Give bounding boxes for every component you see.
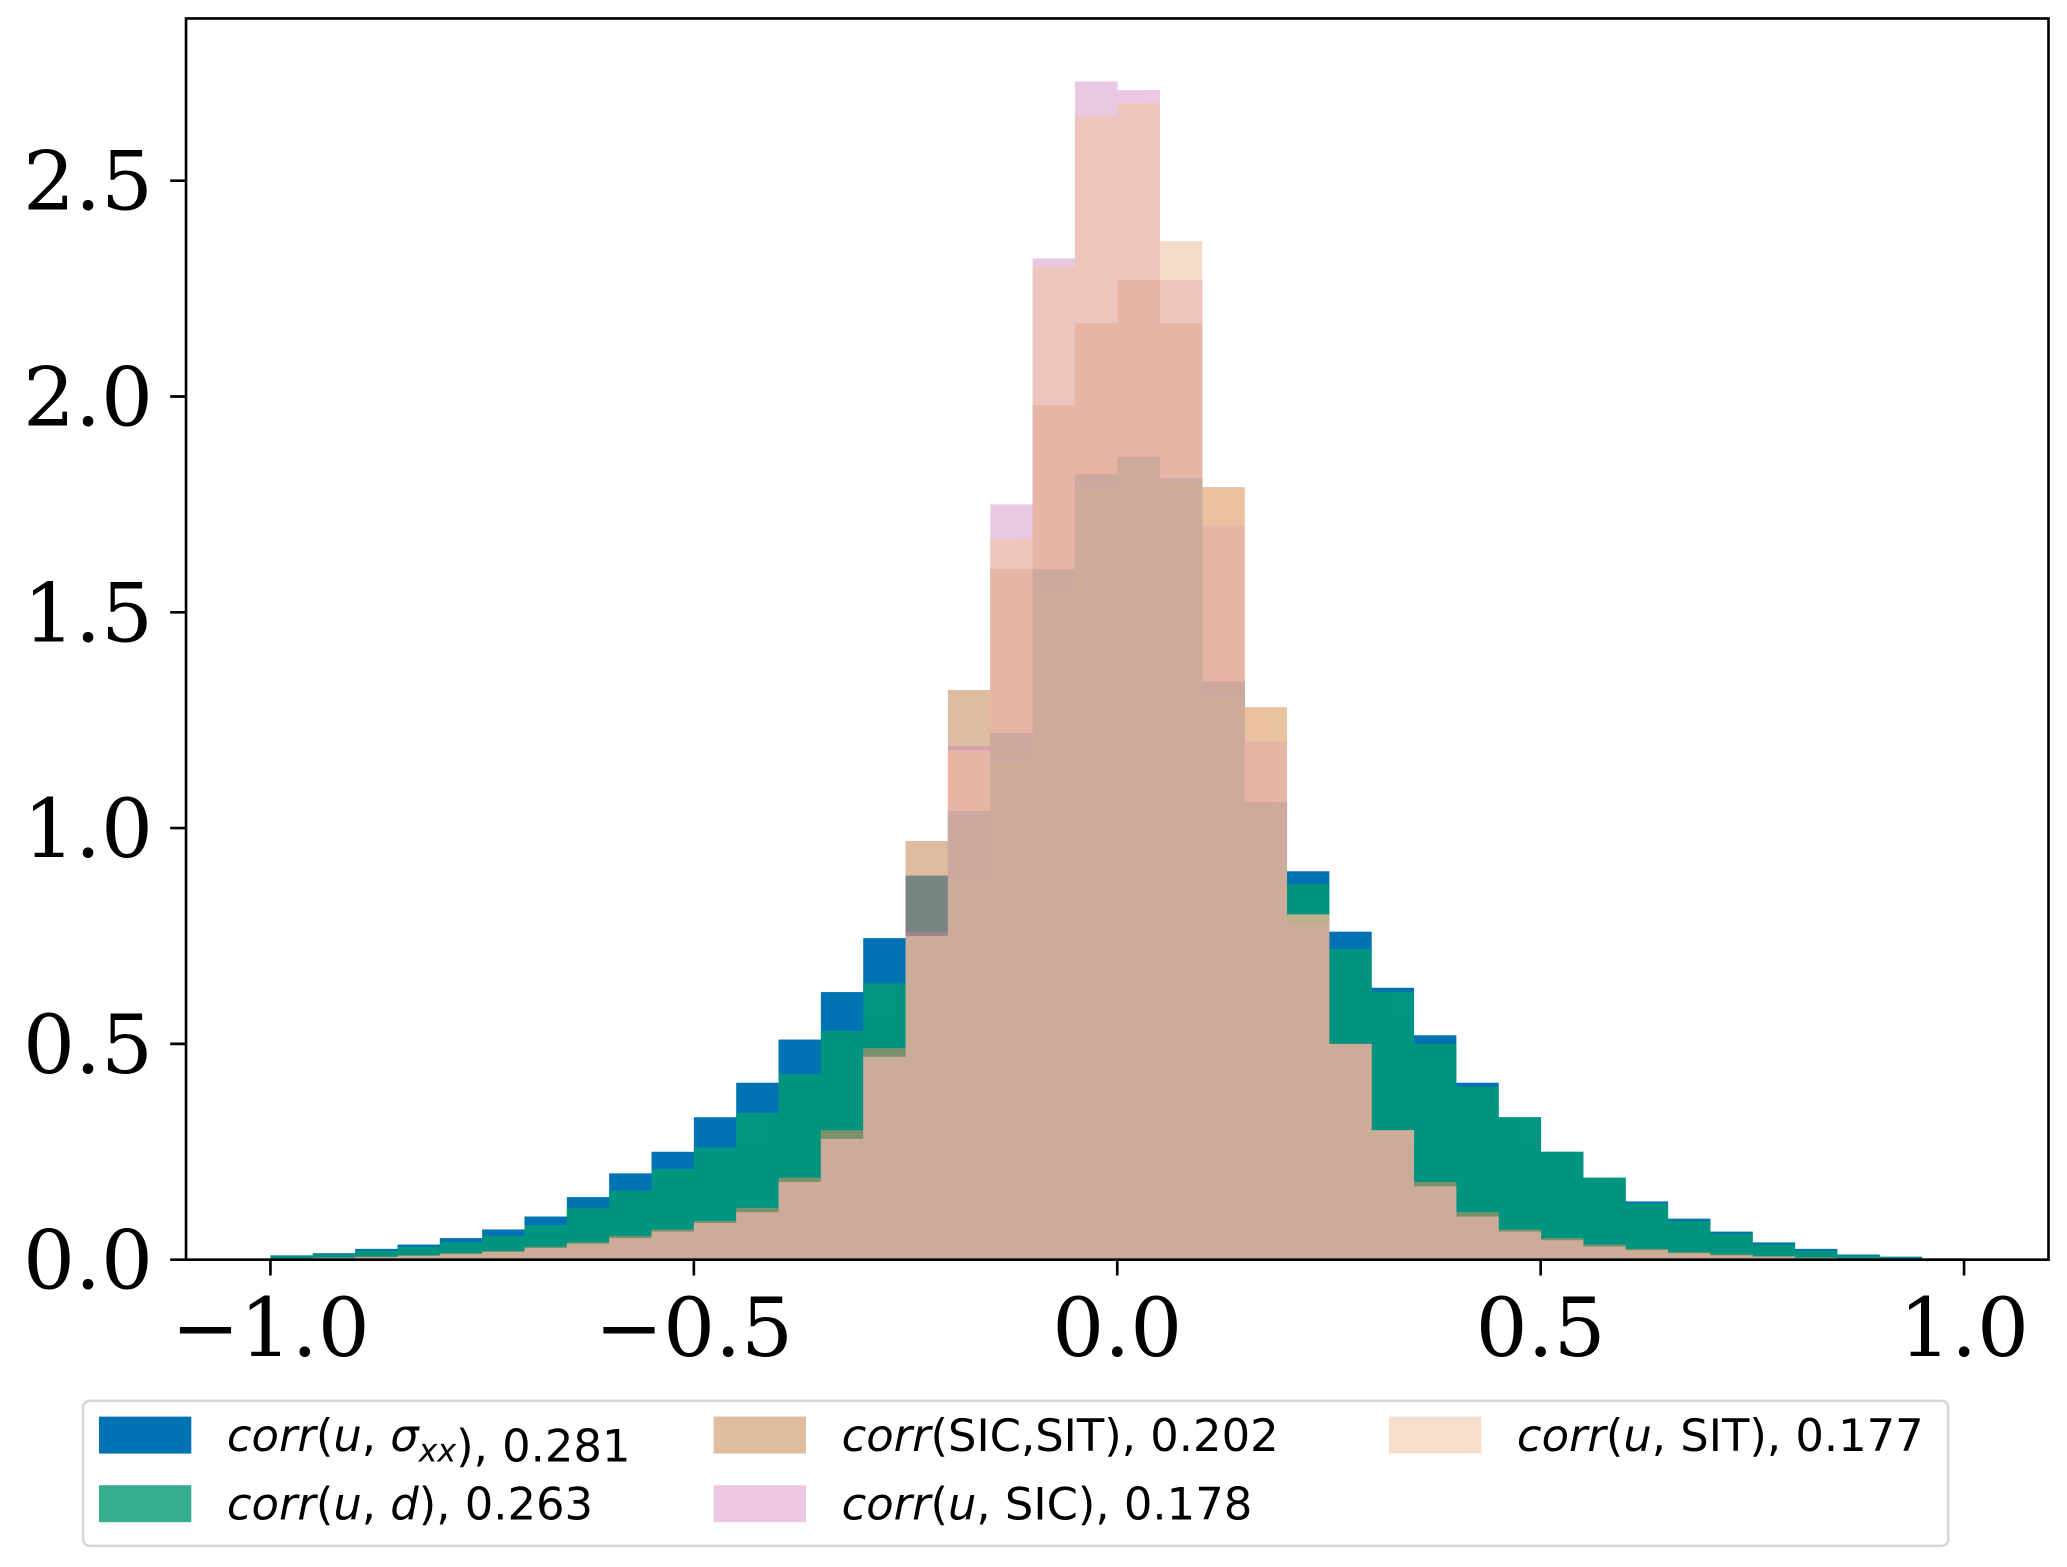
y-tick-label: 2.0 bbox=[23, 351, 153, 446]
legend-entry: corr(u, SIT), 0.177 bbox=[1388, 1409, 1924, 1462]
histogram-bar bbox=[1074, 115, 1118, 1260]
y-tick-label: 1.5 bbox=[23, 566, 153, 661]
histogram-bar bbox=[1667, 1253, 1711, 1260]
histogram-bar bbox=[524, 1248, 568, 1260]
histogram-bar bbox=[439, 1254, 483, 1260]
legend-swatch bbox=[713, 1485, 806, 1523]
x-tick-label: 1.0 bbox=[1899, 1281, 2029, 1376]
histogram-bar bbox=[397, 1255, 441, 1260]
histogram-bar bbox=[1455, 1216, 1499, 1260]
histogram-bar bbox=[1032, 267, 1076, 1260]
legend-entry: corr(u, σxx), 0.281 bbox=[98, 1409, 631, 1473]
histogram-bar bbox=[693, 1222, 737, 1260]
series-4 bbox=[270, 103, 1965, 1260]
legend-label: corr(u, SIC), 0.178 bbox=[842, 1478, 1253, 1531]
histogram-bar bbox=[1498, 1231, 1542, 1260]
histogram-bar bbox=[270, 1256, 314, 1260]
histogram-bar bbox=[1201, 487, 1245, 1260]
histogram-bar bbox=[651, 1231, 695, 1260]
histogram-bar bbox=[947, 750, 991, 1260]
x-tick-label: −1.0 bbox=[171, 1281, 370, 1376]
histogram-bar bbox=[1752, 1256, 1796, 1260]
histogram-bar bbox=[1117, 103, 1160, 1260]
histogram-bar bbox=[736, 1212, 779, 1260]
y-tick-label: 2.5 bbox=[23, 135, 153, 230]
histogram-bar bbox=[1710, 1255, 1753, 1260]
histogram-bar bbox=[482, 1251, 525, 1260]
histogram-bar bbox=[1328, 1043, 1372, 1260]
legend-label: corr(u, SIT), 0.177 bbox=[1517, 1409, 1924, 1462]
histogram-bar bbox=[1540, 1240, 1584, 1260]
histogram-bar bbox=[1625, 1250, 1669, 1260]
y-tick-label: 0.5 bbox=[23, 998, 153, 1093]
histogram-bar bbox=[863, 1056, 906, 1260]
histogram-bar bbox=[1583, 1246, 1626, 1260]
legend-swatch bbox=[1388, 1416, 1482, 1454]
y-tick-label: 0.0 bbox=[23, 1214, 153, 1309]
histogram-bar bbox=[1837, 1255, 1880, 1260]
y-axis: 0.0 0.5 1.0 1.5 2.0 2.5 bbox=[23, 135, 187, 1309]
histogram-bar bbox=[1794, 1251, 1838, 1260]
legend-label: corr(u, σxx), 0.281 bbox=[227, 1409, 631, 1473]
legend-label: corr(SIC,SIT), 0.202 bbox=[842, 1409, 1279, 1462]
histogram-bar bbox=[609, 1238, 652, 1260]
histogram-bar bbox=[1371, 1130, 1415, 1260]
legend-entry: corr(u, d), 0.263 bbox=[98, 1478, 593, 1531]
legend-box bbox=[81, 1399, 1950, 1548]
histogram-bar bbox=[778, 1181, 822, 1260]
histogram-bar bbox=[355, 1251, 398, 1260]
legend-swatch bbox=[98, 1485, 192, 1523]
legend-swatch bbox=[98, 1416, 192, 1454]
x-tick-label: −0.5 bbox=[595, 1281, 794, 1376]
histogram-bar bbox=[1244, 707, 1288, 1260]
histogram-bar bbox=[905, 935, 949, 1260]
histogram-bar bbox=[1159, 241, 1203, 1260]
x-axis: −1.0 −0.5 0.0 0.5 1.0 bbox=[171, 1259, 2029, 1376]
legend-swatch bbox=[713, 1416, 806, 1454]
legend-entry: corr(u, SIC), 0.178 bbox=[713, 1478, 1253, 1531]
y-tick-label: 1.0 bbox=[23, 782, 153, 877]
legend-entry: corr(SIC,SIT), 0.202 bbox=[713, 1409, 1279, 1462]
histogram-bar bbox=[312, 1254, 356, 1260]
histogram-bar bbox=[990, 538, 1033, 1260]
histogram-bar bbox=[820, 1138, 864, 1260]
x-tick-label: 0.5 bbox=[1476, 1281, 1606, 1376]
histogram-bar bbox=[566, 1243, 610, 1260]
histogram-bar bbox=[1286, 914, 1330, 1260]
x-tick-label: 0.0 bbox=[1052, 1281, 1182, 1376]
legend-label: corr(u, d), 0.263 bbox=[227, 1478, 593, 1531]
histogram-bar bbox=[1752, 1244, 1796, 1260]
bars-layer bbox=[270, 81, 1965, 1260]
histogram-bar bbox=[1413, 1186, 1457, 1260]
